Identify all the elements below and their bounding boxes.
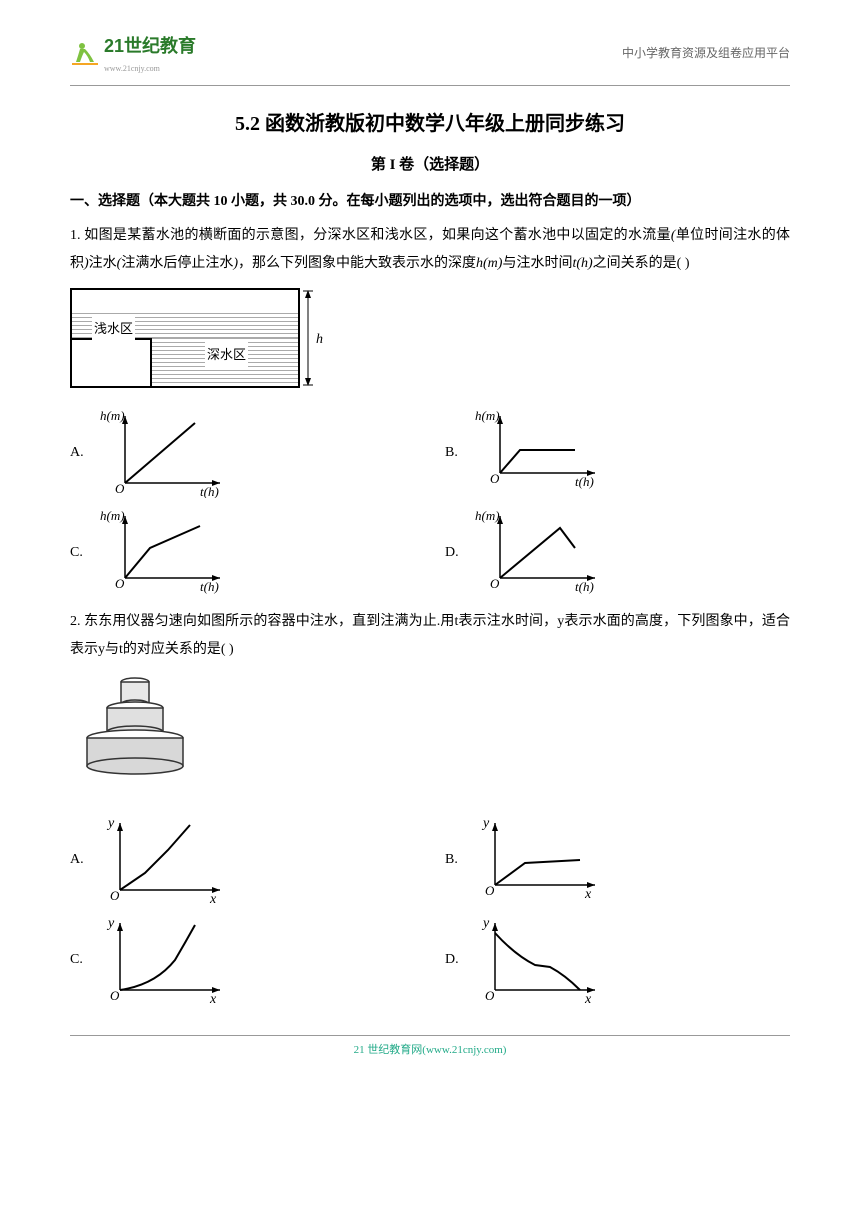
svg-text:x: x (584, 887, 592, 902)
svg-text:O: O (115, 576, 125, 591)
q2-graph-c: y x O (100, 915, 230, 1005)
svg-text:O: O (115, 481, 125, 496)
section-title: 第 I 卷（选择题） (70, 152, 790, 179)
q1-text-mid5: 与注水时间 (502, 256, 572, 271)
q1-text-mid4: ，那么下列图象中能大致表示水的深度 (238, 256, 476, 271)
q1-option-b: B. h(m) t(h) O (445, 408, 790, 498)
svg-text:O: O (485, 988, 495, 1003)
q2-option-d: D. y x O (445, 915, 790, 1005)
pool-shallow-label: 浅水区 (92, 316, 135, 342)
svg-text:x: x (584, 992, 592, 1005)
svg-text:O: O (485, 883, 495, 898)
svg-text:h(m): h(m) (100, 408, 125, 423)
svg-text:y: y (106, 816, 115, 831)
question-2: 2. 东东用仪器匀速向如图所示的容器中注水，直到注满为止.用t表示注水时间，y表… (70, 608, 790, 1005)
svg-text:y: y (481, 816, 490, 831)
svg-text:t(h): t(h) (575, 579, 594, 594)
pool-diagram: 浅水区 深水区 (70, 288, 300, 388)
svg-text:t(h): t(h) (200, 579, 219, 594)
q2-graph-a: y x O (100, 815, 230, 905)
logo-sub: www.21cnjy.com (104, 62, 196, 76)
svg-text:y: y (481, 916, 490, 931)
q1-opt-b-label: B. (445, 439, 465, 467)
svg-text:x: x (209, 892, 217, 905)
q1-opt-a-label: A. (70, 439, 90, 467)
q1-graph-c: h(m) t(h) O (100, 508, 230, 598)
page-footer: 21 世纪教育网(www.21cnjy.com) (70, 1035, 790, 1061)
q1-option-c: C. h(m) t(h) O (70, 508, 415, 598)
q2-option-c: C. y x O (70, 915, 415, 1005)
page-title: 5.2 函数浙教版初中数学八年级上册同步练习 (70, 106, 790, 142)
container-diagram (70, 674, 210, 784)
question-2-text: 2. 东东用仪器匀速向如图所示的容器中注水，直到注满为止.用t表示注水时间，y表… (70, 608, 790, 664)
q2-options: A. y x O B. y x O (70, 815, 790, 1005)
q2-option-b: B. y x O (445, 815, 790, 905)
svg-text:O: O (110, 888, 120, 903)
q1-opt-c-label: C. (70, 539, 90, 567)
q2-opt-a-label: A. (70, 846, 90, 874)
pool-height-arrow: h (298, 288, 328, 388)
q1-option-d: D. h(m) t(h) O (445, 508, 790, 598)
svg-text:h(m): h(m) (475, 408, 500, 423)
svg-text:h(m): h(m) (475, 508, 500, 523)
q1-opt-d-label: D. (445, 539, 465, 567)
svg-text:O: O (110, 988, 120, 1003)
q2-option-a: A. y x O (70, 815, 415, 905)
q1-text-pre: 1. 如图是某蓄水池的横断面的示意图，分深水区和浅水区，如果向这个蓄水池中以固定… (70, 228, 671, 243)
svg-text:O: O (490, 576, 500, 591)
q1-option-a: A. h(m) t(h) O (70, 408, 415, 498)
q1-options: A. h(m) t(h) O B. h(m) t(h) O (70, 408, 790, 598)
q1-text-mid2: 注水 (89, 256, 117, 271)
logo-icon (70, 38, 100, 68)
svg-text:h(m): h(m) (100, 508, 125, 523)
svg-text:t(h): t(h) (575, 474, 594, 489)
svg-text:t(h): t(h) (200, 484, 219, 498)
q2-opt-b-label: B. (445, 846, 465, 874)
q1-graph-b: h(m) t(h) O (475, 408, 605, 498)
q1-graph-d: h(m) t(h) O (475, 508, 605, 598)
pool-h-text: h (316, 332, 323, 347)
pool-deep-label: 深水区 (205, 342, 248, 368)
question-1: 1. 如图是某蓄水池的横断面的示意图，分深水区和浅水区，如果向这个蓄水池中以固定… (70, 222, 790, 598)
q2-opt-c-label: C. (70, 946, 90, 974)
svg-text:y: y (106, 916, 115, 931)
instruction: 一、选择题（本大题共 10 小题，共 30.0 分。在每小题列出的选项中，选出符… (70, 189, 790, 214)
logo-text: 21世纪教育 (104, 36, 196, 56)
header-right-text: 中小学教育资源及组卷应用平台 (622, 43, 790, 65)
q2-opt-d-label: D. (445, 946, 465, 974)
question-1-text: 1. 如图是某蓄水池的横断面的示意图，分深水区和浅水区，如果向这个蓄水池中以固定… (70, 222, 790, 278)
q2-graph-d: y x O (475, 915, 605, 1005)
q1-text-mid3: 注满水后停止注水 (121, 256, 233, 271)
svg-text:O: O (490, 471, 500, 486)
page-header: 21世纪教育 www.21cnjy.com 中小学教育资源及组卷应用平台 (70, 30, 790, 86)
q2-graph-b: y x O (475, 815, 605, 905)
logo: 21世纪教育 www.21cnjy.com (70, 30, 196, 77)
q1-text-end: 之间关系的是( ) (593, 256, 690, 271)
svg-text:x: x (209, 992, 217, 1005)
q1-graph-a: h(m) t(h) O (100, 408, 230, 498)
